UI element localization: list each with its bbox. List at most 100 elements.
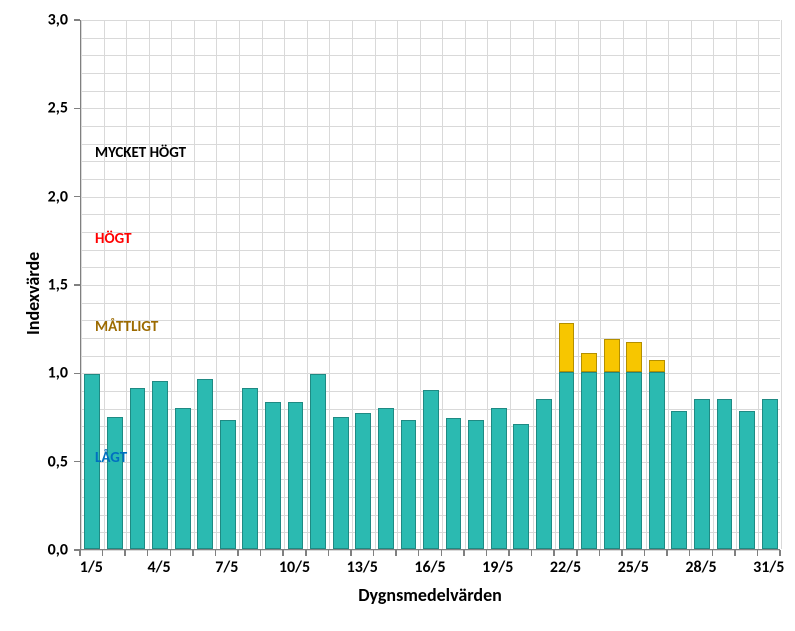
grid-line-v <box>668 20 669 549</box>
grid-line-v <box>736 20 737 549</box>
bar-base <box>423 390 439 549</box>
grid-line-v <box>104 20 105 549</box>
bar-base <box>536 399 552 549</box>
x-tick <box>666 550 668 556</box>
grid-line-h <box>81 267 780 268</box>
bar-base <box>378 408 394 549</box>
y-tick-label: 0,5 <box>0 452 68 471</box>
x-tick <box>463 550 465 556</box>
x-tick <box>79 550 81 556</box>
x-tick <box>553 550 555 556</box>
grid-line-v <box>781 20 782 549</box>
x-axis-title: Dygnsmedelvärden <box>358 584 502 606</box>
bar-base <box>175 408 191 549</box>
grid-line-h <box>81 285 780 286</box>
y-tick-label: 3,0 <box>0 11 68 30</box>
grid-line-v <box>691 20 692 549</box>
grid-line-v <box>623 20 624 549</box>
y-axis-title: Indexvärde <box>22 252 44 335</box>
bar-base <box>717 399 733 549</box>
grid-line-h <box>81 126 780 127</box>
bar-base <box>604 372 620 549</box>
bar-base <box>152 381 168 549</box>
grid-line-v <box>262 20 263 549</box>
x-tick-label: 13/5 <box>347 558 378 577</box>
x-tick <box>102 550 104 556</box>
bar-over <box>626 342 642 372</box>
x-tick <box>486 550 488 556</box>
grid-line-h <box>81 232 780 233</box>
grid-line-h <box>81 356 780 357</box>
x-tick <box>282 550 284 556</box>
bar-base <box>513 424 529 549</box>
x-tick <box>350 550 352 556</box>
grid-line-v <box>397 20 398 549</box>
grid-line-v <box>465 20 466 549</box>
x-tick <box>621 550 623 556</box>
y-tick-label: 2,0 <box>0 187 68 206</box>
bar-base <box>265 402 281 549</box>
grid-line-v <box>149 20 150 549</box>
bar-base <box>401 420 417 549</box>
bar-base <box>130 388 146 549</box>
grid-line-h <box>81 91 780 92</box>
x-tick <box>373 550 375 556</box>
bar-base <box>468 420 484 549</box>
x-tick <box>441 550 443 556</box>
grid-line-v <box>81 20 82 549</box>
x-tick <box>237 550 239 556</box>
grid-line-v <box>239 20 240 549</box>
bar-base <box>220 420 236 549</box>
grid-line-h <box>81 108 780 109</box>
x-tick <box>576 550 578 556</box>
bar-base <box>559 372 575 549</box>
grid-line-v <box>307 20 308 549</box>
x-tick-label: 31/5 <box>753 558 784 577</box>
x-tick <box>599 550 601 556</box>
grid-line-v <box>171 20 172 549</box>
y-tick <box>74 284 80 286</box>
x-tick <box>418 550 420 556</box>
x-tick-label: 22/5 <box>550 558 581 577</box>
bar-base <box>739 411 755 549</box>
x-tick-label: 10/5 <box>279 558 310 577</box>
grid-line-v <box>375 20 376 549</box>
bar-base <box>310 374 326 549</box>
bar-base <box>107 417 123 550</box>
x-tick-label: 7/5 <box>215 558 238 577</box>
bar-over <box>649 360 665 372</box>
grid-line-h <box>81 338 780 339</box>
x-tick-label: 28/5 <box>685 558 716 577</box>
grid-line-v <box>758 20 759 549</box>
x-tick-label: 4/5 <box>147 558 170 577</box>
bar-over <box>581 353 597 372</box>
grid-line-v <box>126 20 127 549</box>
grid-line-h <box>81 320 780 321</box>
threshold-label: MÅTTLIGT <box>95 318 158 336</box>
grid-line-v <box>487 20 488 549</box>
x-tick-label: 1/5 <box>80 558 103 577</box>
x-tick <box>644 550 646 556</box>
grid-line-h <box>81 73 780 74</box>
x-tick-label: 16/5 <box>414 558 445 577</box>
x-tick <box>215 550 217 556</box>
chart-container: MYCKET HÖGTHÖGTMÅTTLIGTLÅGT0,00,51,01,52… <box>0 0 795 631</box>
bar-base <box>649 372 665 549</box>
x-tick <box>305 550 307 556</box>
grid-line-h <box>81 55 780 56</box>
y-tick <box>74 196 80 198</box>
grid-line-v <box>420 20 421 549</box>
threshold-label: MYCKET HÖGT <box>95 144 186 162</box>
bar-base <box>333 417 349 550</box>
grid-line-v <box>533 20 534 549</box>
grid-line-h <box>81 250 780 251</box>
x-tick <box>531 550 533 556</box>
bar-over <box>604 339 620 373</box>
grid-line-v <box>329 20 330 549</box>
threshold-label: LÅGT <box>95 449 127 467</box>
bar-base <box>242 388 258 549</box>
x-tick <box>147 550 149 556</box>
x-tick-label: 19/5 <box>482 558 513 577</box>
y-tick <box>74 19 80 21</box>
grid-line-h <box>81 550 780 551</box>
